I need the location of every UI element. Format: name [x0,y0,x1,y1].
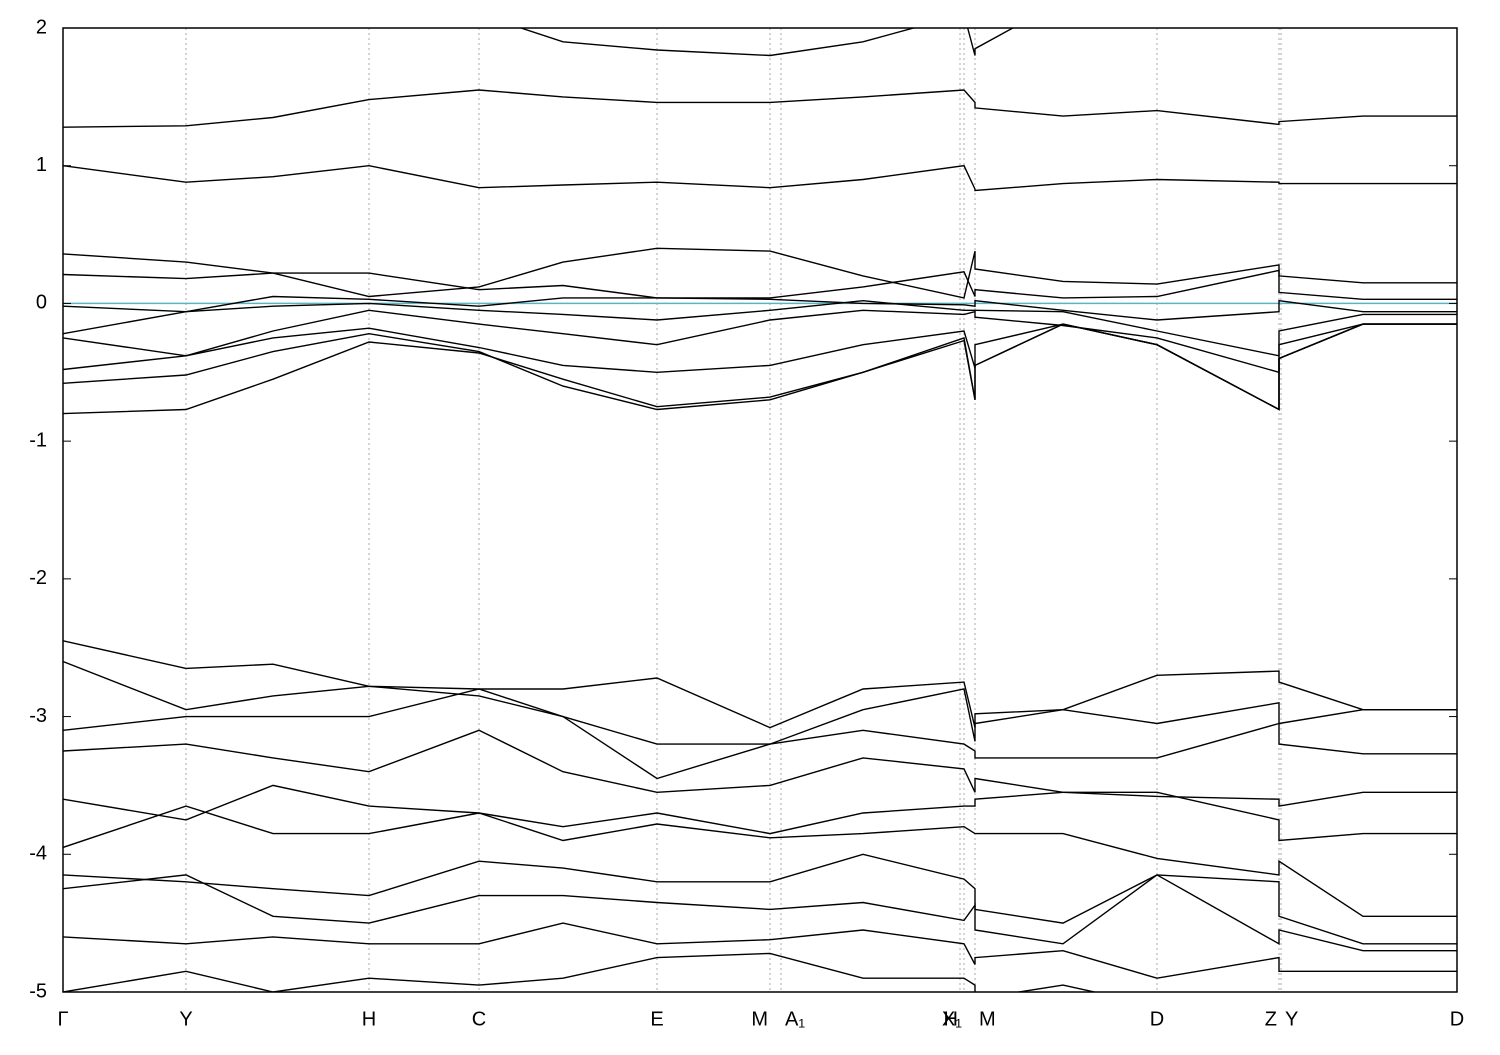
y-tick-label: -4 [29,843,47,865]
y-tick-label: -3 [29,705,47,727]
band [63,323,1457,415]
plot-frame [62,27,1458,993]
y-tick-label: -5 [29,980,47,1002]
band [63,323,1457,411]
y-tick-label: 1 [36,154,47,176]
band [63,660,1457,745]
band [63,952,1098,992]
band [63,89,1457,128]
band [63,922,1457,979]
band [63,323,1457,411]
x-tick-label: Z [1265,1008,1277,1030]
band [63,247,1457,299]
x-tick-label: H [362,1008,376,1030]
x-tick-label: C [472,1008,486,1030]
labels: 210-1-2-3-4-5Γ Y H C E M A₁ HX₁ M D Z Y D [29,16,1464,1030]
band [63,309,1457,374]
x-tick-label: D [1450,1008,1464,1030]
band [63,784,1457,842]
band [63,853,1457,945]
band [518,28,1015,57]
x-tick-label: Y [179,1008,192,1030]
y-tick-label: 2 [36,16,47,38]
band [63,688,1457,780]
y-tick-label: 0 [36,292,47,314]
y-tick-label: -1 [29,429,47,451]
band [63,164,1457,192]
grid [62,28,1458,992]
band [63,299,1457,357]
band [63,295,1457,321]
x-tick-label: Γ [57,1008,68,1030]
band [63,874,1457,952]
plot-area [63,28,1457,992]
y-tick-label: -2 [29,567,47,589]
x-tick-label: D [1150,1008,1164,1030]
x-tick-label: H [944,1008,958,1030]
band [63,640,1457,729]
x-tick-label: M [979,1008,996,1030]
x-tick-label: X₁ [942,1008,962,1030]
band [63,729,1457,807]
x-tick-label: Y [1285,1008,1298,1030]
x-tick-label: A₁ [785,1008,805,1030]
x-tick-label: M [751,1008,768,1030]
x-tick-label: E [650,1008,663,1030]
band [63,805,1457,917]
band [63,269,1457,300]
